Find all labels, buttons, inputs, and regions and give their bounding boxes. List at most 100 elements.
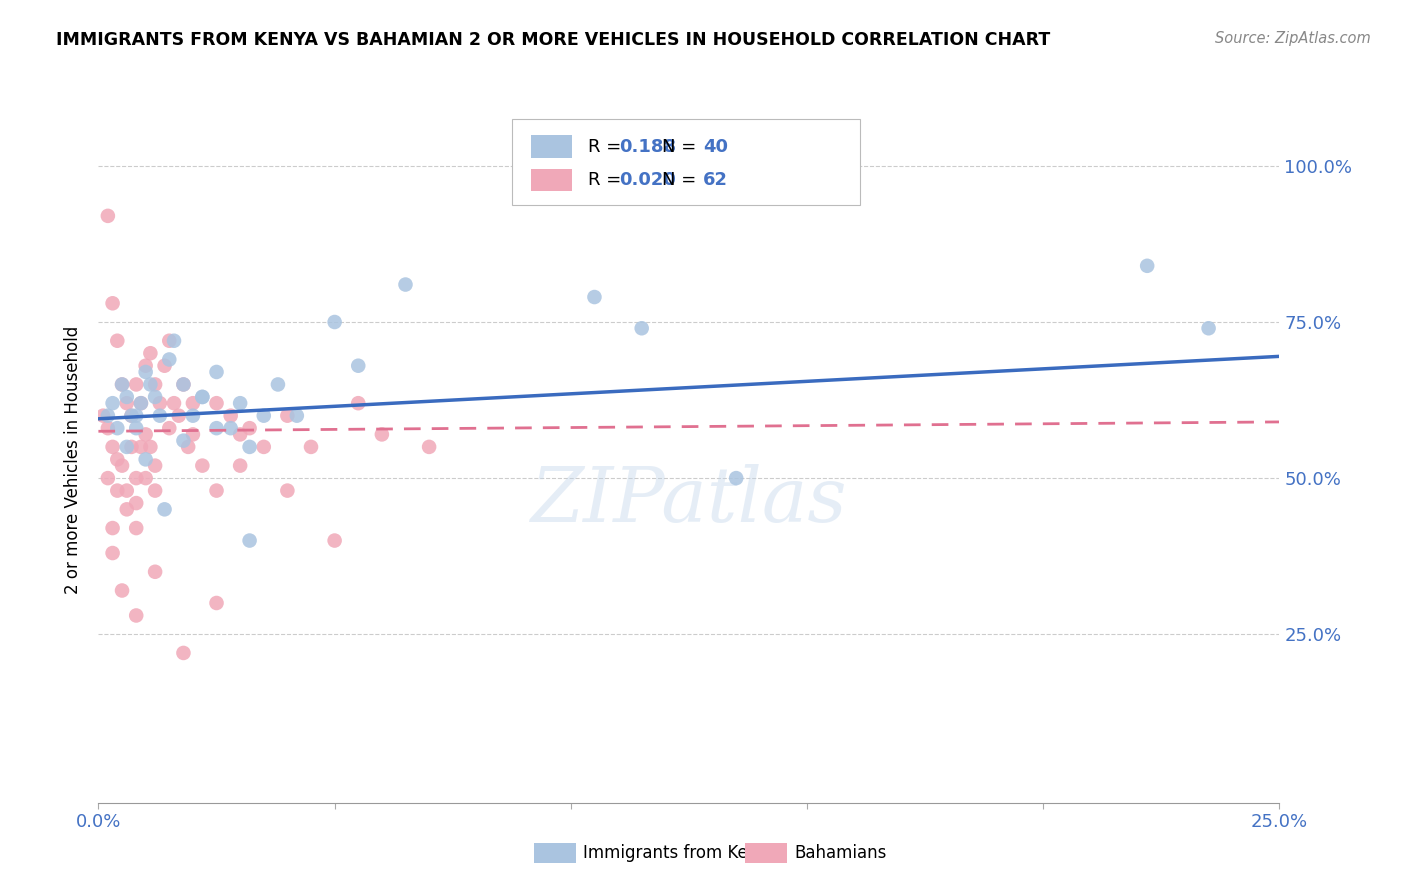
Point xyxy=(630,321,652,335)
Point xyxy=(205,365,228,379)
Point xyxy=(97,421,120,435)
Point xyxy=(139,377,162,392)
Point xyxy=(323,533,346,548)
Point xyxy=(101,296,124,310)
Point xyxy=(139,346,162,360)
Point xyxy=(323,315,346,329)
Text: 40: 40 xyxy=(703,137,728,155)
Text: Bahamians: Bahamians xyxy=(794,844,887,862)
Point xyxy=(143,390,166,404)
Point xyxy=(177,440,200,454)
Point xyxy=(583,290,606,304)
Text: Immigrants from Kenya: Immigrants from Kenya xyxy=(583,844,779,862)
Point xyxy=(129,396,152,410)
FancyBboxPatch shape xyxy=(531,169,572,191)
Text: 0.020: 0.020 xyxy=(619,170,675,189)
Point xyxy=(101,440,124,454)
Point xyxy=(111,583,134,598)
Point xyxy=(181,427,204,442)
Point xyxy=(105,483,128,498)
Point xyxy=(143,565,166,579)
Point xyxy=(153,359,176,373)
Point xyxy=(115,483,138,498)
Point xyxy=(115,440,138,454)
Text: ZIPatlas: ZIPatlas xyxy=(530,464,848,538)
Text: Source: ZipAtlas.com: Source: ZipAtlas.com xyxy=(1215,31,1371,46)
FancyBboxPatch shape xyxy=(531,136,572,158)
Point xyxy=(135,365,157,379)
Point xyxy=(253,440,276,454)
Point xyxy=(149,409,172,423)
Point xyxy=(135,471,157,485)
Point xyxy=(157,421,180,435)
Point xyxy=(276,409,298,423)
Point xyxy=(1198,321,1220,335)
Point xyxy=(97,209,120,223)
Point xyxy=(143,458,166,473)
Point xyxy=(205,483,228,498)
Point xyxy=(239,533,262,548)
Point xyxy=(101,546,124,560)
Point xyxy=(143,483,166,498)
Point xyxy=(181,409,204,423)
Point xyxy=(135,427,157,442)
Point xyxy=(276,483,298,498)
Point xyxy=(163,334,186,348)
Point xyxy=(172,377,194,392)
Text: R =: R = xyxy=(588,137,627,155)
Point xyxy=(125,521,148,535)
Text: N =: N = xyxy=(662,170,703,189)
Point xyxy=(253,409,276,423)
Point xyxy=(125,471,148,485)
Point xyxy=(97,471,120,485)
Point xyxy=(97,409,120,423)
Point xyxy=(394,277,416,292)
Point xyxy=(163,396,186,410)
Point xyxy=(115,396,138,410)
Point xyxy=(129,440,152,454)
Point xyxy=(125,496,148,510)
Point xyxy=(229,458,252,473)
Point xyxy=(125,608,148,623)
Point xyxy=(115,390,138,404)
Point xyxy=(229,427,252,442)
Text: 62: 62 xyxy=(703,170,728,189)
Point xyxy=(135,359,157,373)
Point xyxy=(347,359,370,373)
Point xyxy=(172,434,194,448)
Point xyxy=(172,377,194,392)
Point xyxy=(157,352,180,367)
Point xyxy=(149,396,172,410)
Point xyxy=(299,440,322,454)
Y-axis label: 2 or more Vehicles in Household: 2 or more Vehicles in Household xyxy=(65,326,83,593)
Point xyxy=(121,409,143,423)
Text: 0.188: 0.188 xyxy=(619,137,676,155)
Text: IMMIGRANTS FROM KENYA VS BAHAMIAN 2 OR MORE VEHICLES IN HOUSEHOLD CORRELATION CH: IMMIGRANTS FROM KENYA VS BAHAMIAN 2 OR M… xyxy=(56,31,1050,49)
Point xyxy=(111,377,134,392)
Point xyxy=(125,377,148,392)
Point xyxy=(125,421,148,435)
Point xyxy=(205,421,228,435)
Point xyxy=(153,502,176,516)
Point xyxy=(115,502,138,516)
Point xyxy=(418,440,440,454)
Point xyxy=(111,458,134,473)
Point xyxy=(371,427,394,442)
Point xyxy=(111,377,134,392)
Point xyxy=(129,396,152,410)
Point xyxy=(143,377,166,392)
Point xyxy=(285,409,308,423)
Point xyxy=(139,440,162,454)
Point xyxy=(135,452,157,467)
Point xyxy=(157,334,180,348)
Point xyxy=(191,458,214,473)
Point xyxy=(267,377,290,392)
Point xyxy=(219,409,242,423)
Point xyxy=(725,471,748,485)
Text: R =: R = xyxy=(588,170,627,189)
Point xyxy=(239,440,262,454)
Point xyxy=(167,409,190,423)
Point xyxy=(219,421,242,435)
Point xyxy=(101,396,124,410)
Point xyxy=(105,452,128,467)
